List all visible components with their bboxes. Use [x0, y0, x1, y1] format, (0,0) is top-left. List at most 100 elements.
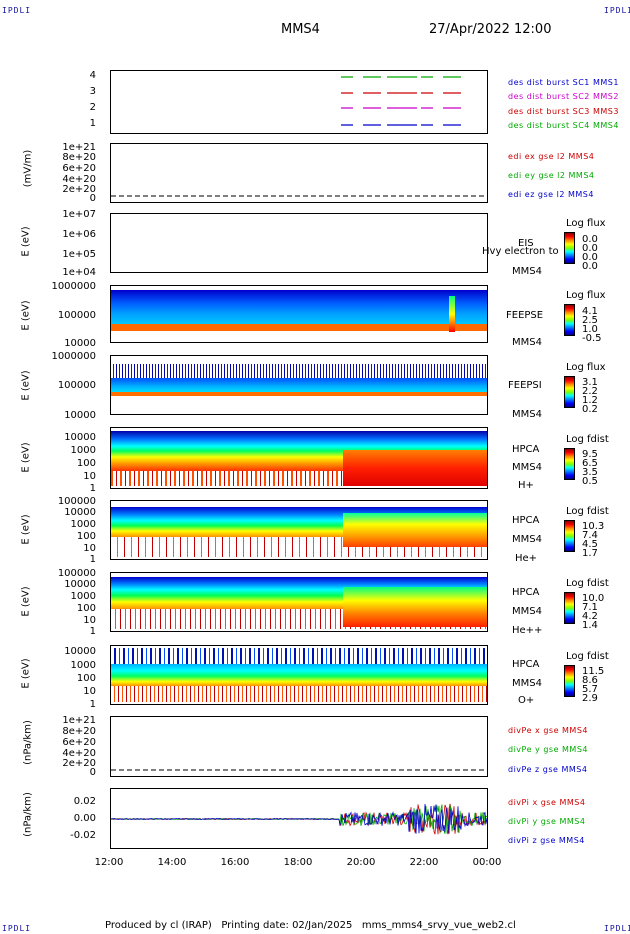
- legend-divpe-z: divPe z gse MMS4: [508, 765, 588, 774]
- ytick: 1000: [70, 445, 96, 456]
- ylabel-feepsi: E (eV): [20, 370, 32, 401]
- colorbar: [564, 665, 575, 697]
- footer-text: Produced by cl (IRAP) Printing date: 02/…: [105, 920, 516, 931]
- ytick: 1000: [70, 591, 96, 602]
- cb-value: 1.2: [582, 395, 598, 406]
- inst-name: EIS: [518, 238, 534, 249]
- ytick: 10: [83, 686, 96, 697]
- legend-sc3: des dist burst SC3 MMS3: [508, 107, 619, 116]
- cb-value: 2.2: [582, 386, 598, 397]
- ytick: 1e+07: [62, 209, 96, 220]
- colorbar: [564, 448, 575, 480]
- ytick: 1e+21: [62, 715, 96, 726]
- cb-value: 5.7: [582, 684, 598, 695]
- cb-value: 0.2: [582, 404, 598, 415]
- xtick: 20:00: [346, 857, 376, 868]
- inst-sc: MMS4: [512, 337, 542, 348]
- corner-label-br: IPDLI: [604, 924, 630, 933]
- xtick: 18:00: [283, 857, 313, 868]
- xtick: 00:00: [472, 857, 502, 868]
- ytick: 3: [89, 86, 96, 97]
- legend-divpi-y: divPi y gse MMS4: [508, 817, 586, 826]
- xtick: 12:00: [94, 857, 124, 868]
- ytick: 10000: [64, 432, 96, 443]
- cb-value: 6.5: [582, 458, 598, 469]
- ytick: 8e+20: [62, 152, 96, 163]
- colorbar-title: Log fdist: [566, 506, 609, 517]
- ytick: 1: [89, 626, 96, 637]
- xtick: 14:00: [157, 857, 187, 868]
- legend-edi-x: edi ex gse l2 MMS4: [508, 152, 595, 161]
- panel-eis: [110, 213, 488, 273]
- ytick: 10000: [64, 579, 96, 590]
- ytick: 1e+21: [62, 142, 96, 153]
- ylabel-edi: (mV/m): [22, 149, 34, 188]
- ytick: 6e+20: [62, 737, 96, 748]
- colorbar: [564, 592, 575, 624]
- inst-sc: MMS4: [512, 409, 542, 420]
- legend-sc2: des dist burst SC2 MMS2: [508, 92, 619, 101]
- header-spacecraft: MMS4: [281, 22, 320, 37]
- legend-divpe-x: divPe x gse MMS4: [508, 726, 588, 735]
- ytick: 0.02: [73, 796, 96, 807]
- cb-value: 4.2: [582, 611, 598, 622]
- cb-value: 9.5: [582, 449, 598, 460]
- spectrogram-burst: [449, 296, 455, 332]
- panel-divpe: [110, 716, 488, 777]
- inst-species: O+: [518, 695, 535, 706]
- ytick: 4: [89, 70, 96, 81]
- ytick: 1e+05: [62, 249, 96, 260]
- inst-name: HPCA: [512, 659, 540, 670]
- inst-species: H+: [518, 480, 534, 491]
- panel-divpi: [110, 788, 488, 849]
- cb-value: 3.1: [582, 377, 598, 388]
- colorbar-title: Log flux: [566, 290, 606, 301]
- inst-sc: MMS4: [512, 534, 542, 545]
- cb-value: 4.5: [582, 539, 598, 550]
- xtick: 22:00: [409, 857, 439, 868]
- ytick: 1: [89, 699, 96, 710]
- legend-sc4: des dist burst SC4 MMS4: [508, 121, 619, 130]
- inst-sc: MMS4: [512, 678, 542, 689]
- spectrogram: [111, 378, 487, 392]
- inst-name: HPCA: [512, 587, 540, 598]
- ytick: 1: [89, 483, 96, 494]
- legend-divpi-z: divPi z gse MMS4: [508, 836, 585, 845]
- cb-value: 10.3: [582, 521, 605, 532]
- ytick: 0: [89, 767, 96, 778]
- ylabel-hpca-heplus: E (eV): [20, 514, 32, 545]
- burst-lines: [341, 76, 461, 126]
- panel-hpca-oplus: [110, 645, 488, 705]
- corner-label-bl: IPDLI: [2, 924, 32, 933]
- ytick: 100000: [57, 310, 96, 321]
- colorbar: [564, 520, 575, 552]
- cb-value: 2.9: [582, 693, 598, 704]
- divpi-plot: [111, 803, 487, 835]
- spectrogram-band: [111, 392, 487, 396]
- spectrogram: [111, 290, 487, 324]
- ytick: 100000: [57, 496, 96, 507]
- panel-hpca-heplusplus: [110, 572, 488, 632]
- inst-name: HPCA: [512, 444, 540, 455]
- ytick: 10000: [64, 338, 96, 349]
- ytick: 0: [89, 193, 96, 204]
- ytick: 4e+20: [62, 748, 96, 759]
- ytick: 2e+20: [62, 184, 96, 195]
- inst-sc: MMS4: [512, 462, 542, 473]
- cb-value: 4.1: [582, 306, 598, 317]
- colorbar: [564, 232, 575, 264]
- spectrogram-sparse: [111, 648, 487, 664]
- panel-feepsi: [110, 355, 488, 415]
- cb-value: 1.7: [582, 548, 598, 559]
- spectrogram-noise: [111, 686, 487, 702]
- ylabel-hpca-oplus: E (eV): [20, 658, 32, 689]
- panel-hpca-heplus: [110, 500, 488, 560]
- inst-species: He+: [515, 553, 538, 564]
- ylabel-hpca-heplusplus: E (eV): [20, 586, 32, 617]
- ylabel-feepse: E (eV): [20, 300, 32, 331]
- cb-value: 1.0: [582, 324, 598, 335]
- spectrogram-event: [343, 513, 487, 547]
- spectrogram-event: [343, 450, 487, 486]
- inst-name: FEEPSE: [506, 310, 544, 321]
- spectrogram-band: [111, 324, 487, 331]
